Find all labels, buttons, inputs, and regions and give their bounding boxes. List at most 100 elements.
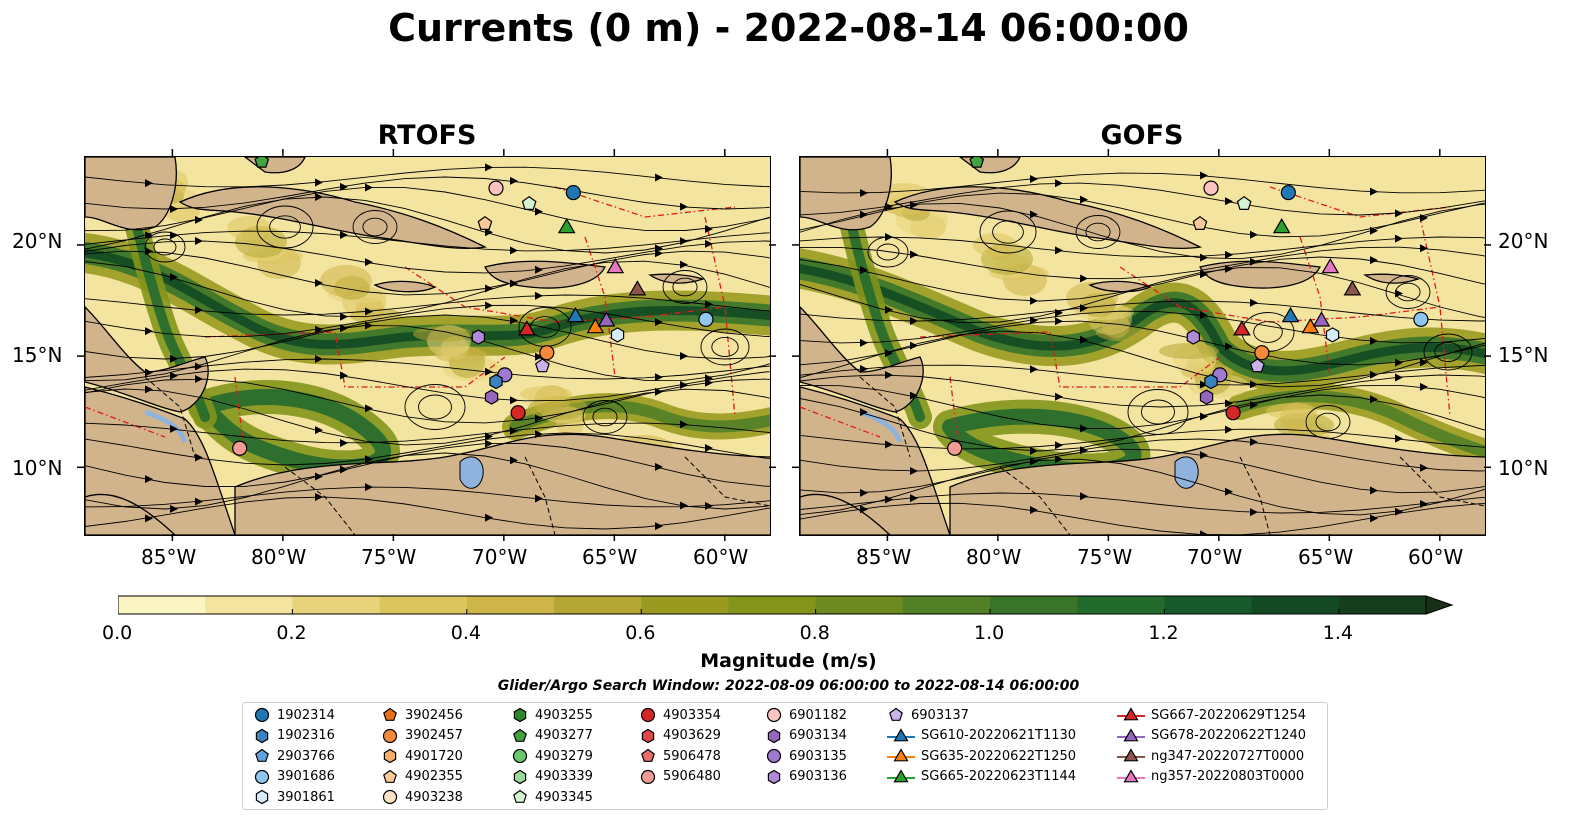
colorbar-segment (292, 596, 381, 614)
map-panel-rtofs[interactable] (84, 156, 771, 536)
platform-marker (518, 320, 536, 336)
legend-label: 3901861 (277, 789, 335, 805)
legend-label: 1902314 (277, 707, 335, 723)
x-tick-85w-gofs: 85°W (856, 545, 912, 569)
legend-label: 2903766 (277, 748, 335, 764)
legend-label: SG678-20220622T1240 (1151, 728, 1307, 743)
x-tick-75w-gofs: 75°W (1077, 545, 1133, 569)
platform-marker (232, 440, 248, 456)
y-tick-20n-right: 20°N (1498, 229, 1549, 253)
hexagon-marker-icon (767, 769, 781, 784)
triangle-marker-icon (1117, 748, 1145, 762)
legend-entry: 6903135 (765, 746, 847, 766)
platform-marker (1199, 389, 1214, 405)
triangle-marker-icon (887, 748, 915, 762)
legend-entry: 4903354 (639, 705, 721, 725)
triangle-marker-icon (887, 727, 915, 741)
legend-label: SG610-20220621T1130 (921, 728, 1077, 743)
platform-marker (628, 280, 647, 296)
circle-marker-icon (766, 707, 782, 723)
x-tick-60w-gofs: 60°W (1408, 545, 1464, 569)
platform-marker (969, 157, 985, 168)
platform-marker (1343, 280, 1362, 296)
map-panel-gofs[interactable] (799, 156, 1486, 536)
platform-marker (1325, 327, 1340, 343)
legend-entry: 4903279 (511, 746, 593, 766)
legend-entry: 4902355 (381, 767, 463, 787)
platform-marker (1192, 215, 1208, 231)
legend-label: 6903137 (911, 707, 969, 723)
platform-marker (557, 218, 576, 234)
legend-label: 3902456 (405, 707, 463, 723)
platform-marker (947, 440, 963, 456)
platform-marker (597, 311, 616, 327)
colorbar-segment (641, 596, 729, 614)
legend-entry: SG667-20220629T1254 (1117, 705, 1306, 725)
legend-label: 6903136 (789, 769, 847, 784)
legend-entry: 4903277 (511, 726, 593, 746)
triangle-marker-icon (1117, 768, 1145, 782)
legend-label: 4903238 (405, 789, 463, 805)
colorbar-segment (1338, 596, 1427, 614)
colorbar-label: Magnitude (m/s) (700, 650, 877, 672)
platform-marker (1413, 311, 1429, 327)
legend-label: 6901182 (789, 707, 847, 723)
legend-entry: 6903134 (765, 726, 847, 746)
platform-marker (1281, 306, 1300, 323)
triangle-marker-icon (887, 768, 915, 782)
legend-label: 4903279 (535, 748, 593, 764)
platform-marker (606, 258, 625, 274)
legend-label: 3901686 (277, 769, 335, 784)
triangle-marker-icon (1117, 727, 1145, 741)
panel-title-gofs: GOFS (1100, 120, 1184, 151)
platform-marker (698, 311, 714, 327)
platform-marker (534, 358, 550, 373)
colorbar-tick-label: 0.6 (625, 622, 656, 644)
platform-marker (1280, 184, 1296, 201)
hexagon-marker-icon (767, 728, 781, 743)
colorbar-tick-label: 0.2 (276, 622, 307, 644)
pentagon-marker-icon (383, 707, 397, 721)
colorbar-segment (379, 596, 468, 614)
legend-label: 6903135 (789, 748, 847, 764)
platform-marker (484, 389, 499, 405)
colorbar-segment (1164, 596, 1253, 614)
legend-entry: ng347-20220727T0000 (1117, 746, 1304, 766)
circle-marker-icon (640, 707, 656, 723)
pentagon-marker-icon (513, 789, 527, 803)
hexagon-marker-icon (255, 789, 269, 805)
x-tick-65w-gofs: 65°W (1298, 545, 1354, 569)
legend-label: ng357-20220803T0000 (1151, 769, 1305, 784)
y-tick-10n-left: 10°N (12, 456, 63, 480)
y-tick-15n-left: 15°N (12, 343, 63, 367)
colorbar-segment (118, 596, 206, 614)
legend-label: 4903345 (535, 789, 593, 805)
legend-label: 4901720 (405, 748, 463, 764)
colorbar-segment (1251, 596, 1340, 614)
pentagon-marker-icon (513, 728, 527, 742)
x-tick-80w-rtofs: 80°W (251, 545, 307, 569)
figure-title: Currents (0 m) - 2022-08-14 06:00:00 (388, 6, 1189, 50)
legend-entry: 4903629 (639, 726, 721, 746)
legend-label: SG667-20220629T1254 (1151, 707, 1307, 723)
legend-entry: ng357-20220803T0000 (1117, 767, 1304, 787)
legend-label: 6903134 (789, 728, 847, 743)
platform-marker (539, 345, 555, 361)
hexagon-marker-icon (641, 728, 655, 743)
triangle-marker-icon (1117, 707, 1145, 721)
legend-entry: 4903339 (511, 767, 593, 787)
x-tick-60w-rtofs: 60°W (693, 545, 749, 569)
colorbar-segment (554, 596, 642, 614)
circle-marker-icon (512, 748, 528, 764)
panel-title-rtofs: RTOFS (377, 120, 477, 151)
gofs-map-svg (800, 157, 1485, 535)
legend-label: 5906480 (663, 769, 721, 784)
legend-entry: 2903766 (253, 746, 335, 766)
legend-label: 4903255 (535, 707, 593, 723)
legend-entry: 5906480 (639, 767, 721, 787)
legend-label: 4903629 (663, 728, 721, 743)
legend-label: 1902316 (277, 728, 335, 743)
x-tick-70w-rtofs: 70°W (472, 545, 528, 569)
colorbar-segment (902, 596, 991, 614)
rtofs-map-svg (85, 157, 770, 535)
